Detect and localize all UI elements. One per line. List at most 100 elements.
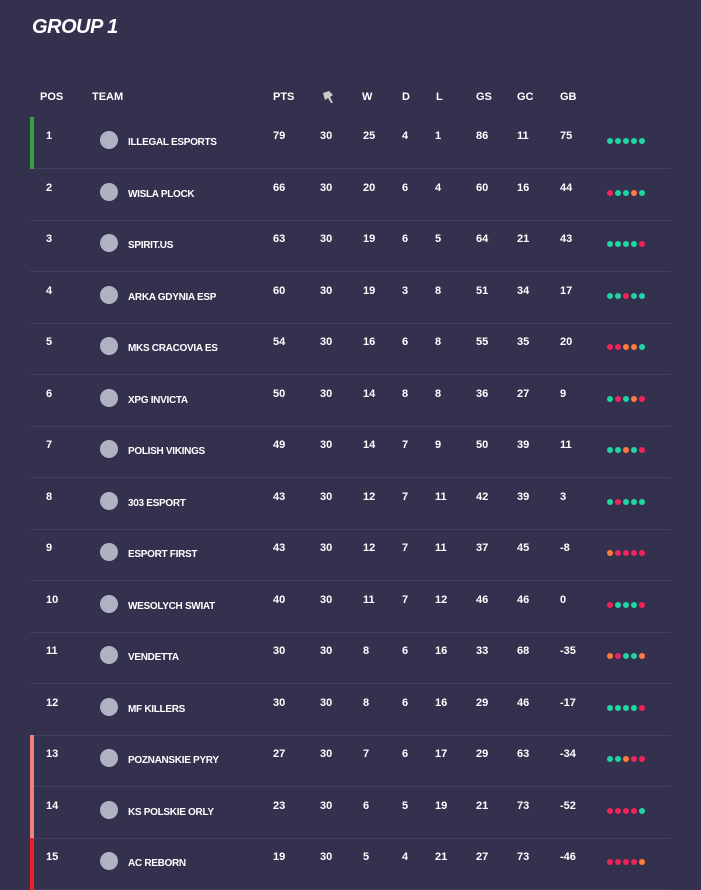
stat-w: 12 [363,542,376,554]
form-dot [631,189,637,196]
stat-gc: 34 [517,284,530,297]
team-name: KS POLSKIE ORLY [128,806,214,818]
stat-gb: 44 [560,181,573,194]
team-logo [100,491,118,510]
stat-gc: 68 [517,645,530,657]
form-dot [607,498,613,505]
form-dot [623,447,629,453]
form-dot [623,138,629,144]
stat-gb: -35 [560,645,576,657]
form-dot [615,292,621,299]
team-name: AC REBORN [128,858,186,869]
stat-gs: 33 [476,645,489,657]
position-marker [30,117,34,169]
table-row: 6 50 30 14 8 8 36 27 9 XPG INVICTA [30,375,671,427]
team-name: MKS CRACOVIA ES [128,343,218,354]
team-logo [100,749,118,767]
form-dot [607,138,613,144]
team-logo [100,388,118,407]
played-icon [323,91,333,103]
stat-d: 6 [402,181,409,194]
stat-gs: 37 [476,542,489,554]
form-dot [623,859,629,865]
form-dot [607,344,613,350]
stat-gb: -52 [560,799,576,812]
form-dot [623,292,629,299]
form-dot [615,395,621,402]
form-dot [623,550,629,556]
form-dot [615,344,621,350]
stat-l: 4 [435,181,442,194]
stat-gc: 46 [517,696,530,709]
form-dot [623,241,629,247]
stat-d: 7 [402,542,409,554]
stat-gc: 63 [517,748,530,760]
column-header: D [402,91,410,103]
table-row: 14 23 30 6 5 19 21 73 -52 KS POLSKIE ORLY [30,786,671,839]
position: 7 [46,439,53,451]
stat-pts: 43 [273,542,286,554]
stat-gb: 17 [560,284,573,297]
stat-w: 14 [363,387,376,400]
stat-pts: 30 [273,645,286,657]
column-header: TEAM [92,91,124,103]
position-marker [30,786,34,839]
position: 2 [46,181,53,194]
form-dot [623,653,629,659]
position: 5 [46,336,53,348]
form-dot [615,807,621,814]
stat-gb: -8 [560,542,570,554]
team-logo [100,543,118,561]
team-logo [100,594,118,613]
team-logo [100,131,118,149]
form-dot [623,395,629,402]
team-logo [100,285,118,304]
stat-played: 30 [320,336,333,348]
stat-l: 17 [435,748,448,760]
stat-gb: 20 [560,336,573,348]
table-row: 7 49 30 14 7 9 50 39 11 POLISH VIKINGS [30,426,671,478]
stat-d: 5 [402,799,409,812]
form-dot [639,395,645,402]
position: 11 [46,645,58,657]
form-dot [623,344,629,350]
form-dot [607,704,613,711]
stat-pts: 79 [273,130,286,142]
stat-w: 14 [363,439,376,451]
form-dot [607,859,613,865]
stat-gb: -34 [560,748,576,760]
table-row: 3 63 30 19 6 5 64 21 43 SPIRIT.US [30,220,671,272]
stat-played: 30 [320,233,333,245]
stat-w: 12 [363,490,376,503]
position: 13 [46,748,59,760]
stat-w: 19 [363,233,376,245]
stat-played: 30 [320,542,333,554]
stat-l: 19 [435,799,448,812]
form-dot [607,292,613,299]
column-header: GB [560,91,577,103]
column-header: L [436,91,443,103]
stat-played: 30 [320,284,333,297]
stat-gs: 29 [476,748,489,760]
stat-gc: 73 [517,851,530,863]
form-dot [631,859,637,865]
stat-played: 30 [320,181,333,194]
form-dot [631,138,637,144]
stat-d: 7 [402,439,409,451]
form-dot [607,807,613,814]
stat-gs: 46 [476,593,489,606]
stat-l: 8 [435,284,442,297]
form-dot [623,498,629,505]
stat-w: 25 [363,130,376,142]
team-name: WESOLYCH SWIAT [128,600,215,612]
form-dot [615,859,621,865]
form-dot [631,292,637,299]
form-dot [639,550,645,556]
form-dot [623,756,629,762]
stat-l: 12 [435,593,448,606]
form-dot [639,344,645,350]
stat-gs: 60 [476,181,489,194]
stat-pts: 30 [273,696,286,709]
form-dot [631,395,637,402]
form-dot [639,447,645,453]
